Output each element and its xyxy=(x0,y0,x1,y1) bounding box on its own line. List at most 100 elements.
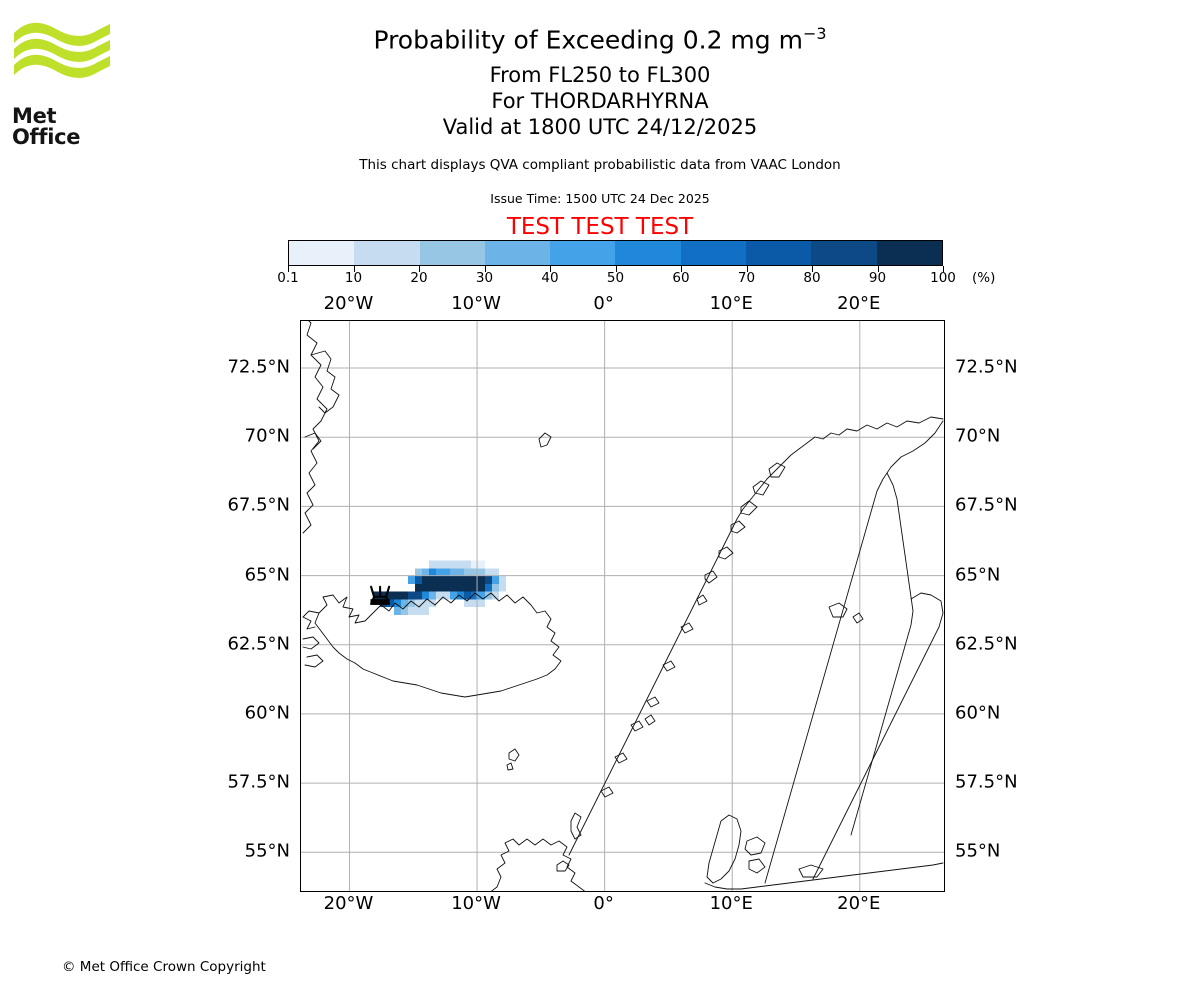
probability-cell xyxy=(414,576,422,584)
probability-cell xyxy=(414,607,422,615)
probability-cell xyxy=(414,583,422,592)
volcano-base xyxy=(370,599,390,605)
lon-label-bottom-2: 0° xyxy=(593,893,614,914)
lon-label-bottom-0: 20°W xyxy=(323,893,374,914)
lon-label-bottom-4: 20°E xyxy=(837,893,881,914)
copyright-notice: © Met Office Crown Copyright xyxy=(62,959,266,975)
probability-cell xyxy=(428,583,436,592)
probability-cell xyxy=(400,607,408,615)
probability-cell xyxy=(499,583,507,592)
lat-label-right-5: 60°N xyxy=(955,702,1001,724)
colorbar-band-5 xyxy=(615,241,681,265)
probability-cell xyxy=(478,560,486,569)
page-title-text: Probability of Exceeding 0.2 mg m xyxy=(373,25,803,55)
probability-cell xyxy=(393,591,401,600)
probability-cell xyxy=(449,568,457,577)
probability-cell xyxy=(499,576,507,584)
colorbar-gradient xyxy=(288,240,943,266)
lon-label-top-0: 20°W xyxy=(323,293,374,314)
ash-probability-layer xyxy=(372,560,507,615)
lon-label-top-1: 10°W xyxy=(451,293,501,314)
lon-label-top-2: 0° xyxy=(593,293,614,314)
probability-cell xyxy=(407,599,415,608)
met-office-logo: Met Office xyxy=(12,20,122,148)
colorbar-band-0 xyxy=(289,241,355,265)
probability-cell xyxy=(414,568,422,577)
probability-cell xyxy=(492,591,500,600)
lat-label-right-2: 67.5°N xyxy=(955,494,1018,516)
colorbar-tick-7 xyxy=(746,266,748,272)
probability-cell xyxy=(428,591,436,600)
map-plot-area xyxy=(300,320,945,892)
lat-label-left-4: 62.5°N xyxy=(227,633,290,655)
probability-cell xyxy=(428,576,436,584)
lat-label-right-7: 55°N xyxy=(955,840,1001,862)
probability-cell xyxy=(421,591,429,600)
probability-cell xyxy=(485,583,493,592)
colorbar-tick-label-3: 30 xyxy=(475,270,494,286)
probability-cell xyxy=(485,568,493,577)
probability-cell xyxy=(442,568,450,577)
colorbar-tick-label-7: 70 xyxy=(737,270,756,286)
probability-cell xyxy=(442,591,450,600)
coastlines xyxy=(302,321,944,891)
probability-cell xyxy=(456,568,464,577)
probability-cell xyxy=(407,607,415,615)
probability-cell xyxy=(442,576,450,584)
map-svg xyxy=(301,321,944,891)
probability-cell xyxy=(470,560,479,569)
probability-cell xyxy=(478,568,486,577)
lat-label-left-2: 67.5°N xyxy=(227,494,290,516)
colorbar-tick-6 xyxy=(681,266,682,272)
probability-cell xyxy=(492,576,500,584)
lat-label-right-6: 57.5°N xyxy=(955,771,1018,793)
colorbar-band-6 xyxy=(680,241,747,265)
colorbar-tick-label-5: 50 xyxy=(606,270,625,286)
probability-cell xyxy=(421,576,429,584)
colorbar-tick-labels: 0.1 10 20 30 40 50 60 70 80 90 100 xyxy=(0,270,1200,288)
probability-cell xyxy=(428,560,436,569)
probability-cell xyxy=(470,568,479,577)
colorbar-tick-label-10: 100 xyxy=(930,270,956,286)
probability-cell xyxy=(400,599,408,608)
probability-cell xyxy=(407,576,415,584)
probability-cell xyxy=(478,599,486,608)
colorbar-tick-label-2: 20 xyxy=(410,270,428,286)
colorbar-tick-10 xyxy=(943,266,944,272)
colorbar-tick-label-0: 0.1 xyxy=(277,270,299,286)
lat-label-right-4: 62.5°N xyxy=(955,633,1018,655)
probability-cell xyxy=(463,576,471,584)
probability-cell xyxy=(379,591,387,600)
valid-time-line: Valid at 1800 UTC 24/12/2025 xyxy=(442,115,758,139)
probability-cell xyxy=(386,599,394,608)
lon-label-bottom-3: 10°E xyxy=(709,893,753,914)
colorbar-unit-label: (%) xyxy=(972,270,996,286)
colorbar-tick-8 xyxy=(812,266,813,272)
probability-cell xyxy=(478,583,486,592)
colorbar-band-3 xyxy=(484,241,551,265)
qva-note: This chart displays QVA compliant probab… xyxy=(359,157,841,173)
flight-level-range: From FL250 to FL300 xyxy=(489,63,711,87)
probability-cell xyxy=(407,591,415,600)
probability-cell xyxy=(456,583,464,592)
probability-cell xyxy=(478,576,486,584)
probability-cell xyxy=(435,560,443,569)
colorbar-tick-label-1: 10 xyxy=(344,270,363,286)
lat-label-right-3: 65°N xyxy=(955,564,1001,586)
probability-cell xyxy=(478,591,486,600)
probability-cell xyxy=(442,583,450,592)
probability-cell xyxy=(463,583,471,592)
probability-cell xyxy=(421,583,429,592)
probability-cell xyxy=(485,591,493,600)
colorbar-band-4 xyxy=(550,241,616,265)
probability-cell xyxy=(463,560,471,569)
probability-cell xyxy=(449,576,457,584)
colorbar-tick-0 xyxy=(288,266,289,272)
probability-cell xyxy=(470,599,479,608)
lat-label-left-3: 65°N xyxy=(244,564,290,586)
issue-time: Issue Time: 1500 UTC 24 Dec 2025 xyxy=(490,191,710,206)
probability-cell xyxy=(435,576,443,584)
probability-cell xyxy=(449,583,457,592)
colorbar-band-1 xyxy=(354,241,420,265)
